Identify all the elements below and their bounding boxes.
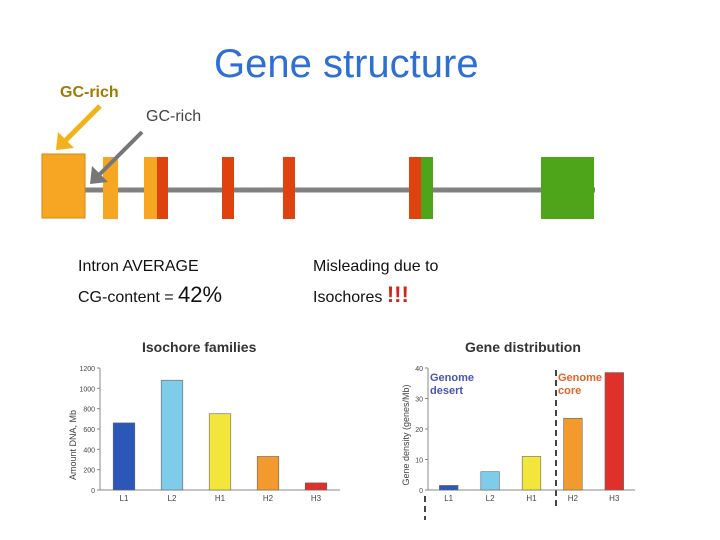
x-tick-label: H1 <box>526 494 537 503</box>
gc-rich-label-left: GC-rich <box>60 84 119 101</box>
exon-6-utr-part <box>421 157 433 219</box>
x-tick-label: L2 <box>486 494 495 503</box>
bar-H2 <box>563 418 583 491</box>
x-tick-label: H3 <box>311 494 322 503</box>
exon-2 <box>103 157 118 219</box>
x-tick-label: L1 <box>120 494 129 503</box>
intron-average-label: Intron AVERAGE <box>78 258 199 275</box>
exon-4 <box>222 157 234 219</box>
y-tick-label: 600 <box>83 427 95 434</box>
genome-desert-label-2: desert <box>430 385 463 397</box>
bar-H3 <box>304 482 328 491</box>
genome-desert-label-1: Genome <box>430 372 474 384</box>
x-tick-label: H1 <box>215 494 226 503</box>
exon-6-coding-part <box>409 157 421 219</box>
gray-arrow-icon <box>90 130 144 184</box>
y-tick-label: 1200 <box>79 366 95 373</box>
y-tick-label: 10 <box>415 458 423 465</box>
genome-core-label-2: core <box>558 385 581 397</box>
gene-distribution-chart: Gene distribution Gene density (genes/Mb… <box>401 339 635 520</box>
y-axis-label: Amount DNA, Mb <box>68 410 78 480</box>
bar-H3 <box>604 372 624 491</box>
cg-content-value: 42% <box>178 282 223 307</box>
y-tick-label: 200 <box>83 468 95 475</box>
bar-H1 <box>208 413 232 491</box>
x-tick-label: L2 <box>168 494 177 503</box>
bar-L2 <box>480 471 500 491</box>
chart-title: Gene distribution <box>465 339 581 355</box>
exon-5prime-utr <box>41 153 86 219</box>
x-tick-label: L1 <box>444 494 453 503</box>
exon-3prime-utr <box>541 157 594 219</box>
isochores-emphasis: !!! <box>386 282 409 307</box>
x-tick-label: H2 <box>568 494 579 503</box>
y-tick-label: 40 <box>415 366 423 373</box>
misleading-label: Misleading due to <box>313 258 439 275</box>
gc-rich-label-mid: GC-rich <box>146 108 202 125</box>
x-tick-label: H2 <box>263 494 274 503</box>
exon-3-coding-part <box>157 157 168 219</box>
bar-L2 <box>160 379 184 491</box>
gene-structure-diagram <box>41 104 595 219</box>
isochore-families-chart: Isochore families Amount DNA, Mb 0 200 400… <box>68 339 340 503</box>
bar-L1 <box>112 422 136 491</box>
bar-H2 <box>256 456 280 491</box>
exon-3-utr-part <box>144 157 157 219</box>
y-tick-label: 400 <box>83 447 95 454</box>
bar-L1 <box>439 485 459 491</box>
y-tick-label: 0 <box>419 488 423 495</box>
yellow-arrow-icon <box>56 104 102 150</box>
slide-title: Gene structure <box>214 42 479 86</box>
cg-content-prefix: CG-content = <box>78 289 179 306</box>
y-tick-label: 0 <box>91 488 95 495</box>
isochores-label: Isochores !!! <box>313 282 409 308</box>
y-tick-label: 20 <box>415 427 423 434</box>
exon-5 <box>283 157 295 219</box>
y-tick-label: 30 <box>415 397 423 404</box>
x-tick-label: H3 <box>609 494 620 503</box>
chart-title: Isochore families <box>142 339 257 355</box>
y-tick-label: 1000 <box>79 386 95 393</box>
y-axis-label: Gene density (genes/Mb) <box>401 384 411 485</box>
bar-H1 <box>521 456 542 491</box>
cg-content-label: CG-content = 42% <box>78 282 222 308</box>
isochores-prefix: Isochores <box>313 289 387 306</box>
y-tick-label: 800 <box>83 407 95 414</box>
genome-core-label-1: Genome <box>558 372 602 384</box>
